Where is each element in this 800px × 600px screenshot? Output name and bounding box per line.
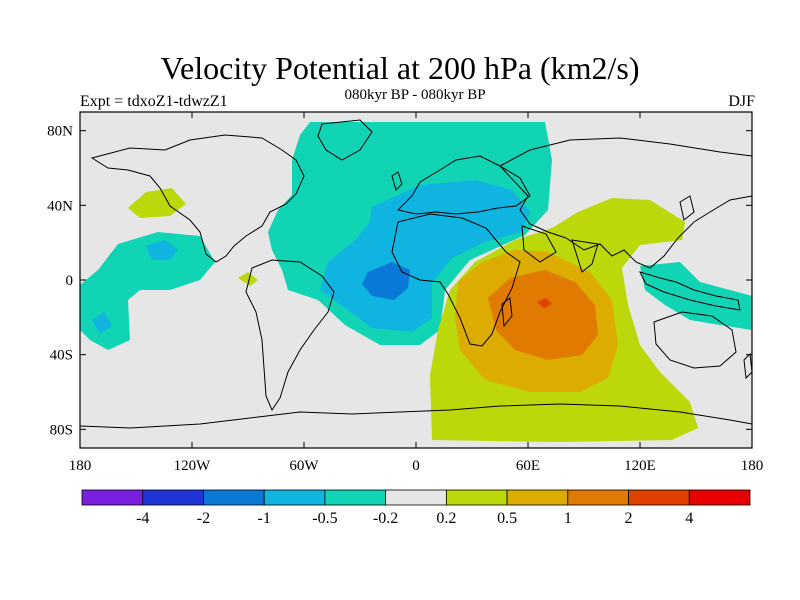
colorbar-label: -0.5 <box>312 510 337 527</box>
season-label: DJF <box>728 93 755 110</box>
colorbar-swatch <box>263 489 326 506</box>
colorbar: -4 -2 -1 -0.5 -0.2 0.2 0.5 1 2 4 <box>81 489 751 527</box>
colorbar-swatch <box>203 489 265 506</box>
coastline-japan <box>679 195 695 221</box>
contour-region-pos-1 <box>488 270 598 360</box>
map-panel: 180 120W 60W 0 60E 120E 180 80N 40N 0 40S 80S <box>47 111 763 474</box>
coastline-antarctica <box>80 403 752 429</box>
colorbar-swatch <box>445 489 508 506</box>
contour-region-neg-pacific-core <box>146 240 178 260</box>
coastline-arabia <box>521 225 557 263</box>
colorbar-label: 0.5 <box>497 510 517 527</box>
colorbar-label: 1 <box>564 510 572 527</box>
coastline-europe <box>397 155 531 215</box>
map-axis-ticks: 180 120W 60W 0 60E 120E 180 80N 40N 0 40S 80S <box>47 112 763 474</box>
coastline-africa <box>391 213 521 347</box>
lon-tick-label: 0 <box>412 458 420 474</box>
colorbar-swatch <box>385 489 447 506</box>
lon-tick-label: 180 <box>69 458 92 474</box>
contour-region-pos-2 <box>537 298 552 308</box>
lon-tick-label: 120E <box>624 458 656 474</box>
lat-tick-label: 40S <box>50 348 73 364</box>
colorbar-label: -1 <box>258 510 271 527</box>
contour-region-neg-pacific <box>80 232 215 350</box>
colorbar-label: 2 <box>625 510 633 527</box>
coastline-asia <box>499 137 752 269</box>
coastline-greenland <box>317 119 373 161</box>
lat-tick-label: 40N <box>47 198 73 214</box>
coastline-north-america <box>90 134 305 263</box>
contour-region-pos-small <box>238 272 258 286</box>
lon-tick-label: 180 <box>741 458 764 474</box>
colorbar-swatch <box>506 489 569 506</box>
coastline-layer <box>80 119 752 429</box>
coastline-british-isles <box>391 171 403 191</box>
experiment-label: Expt = tdxoZ1-tdwzZ1 <box>80 93 228 110</box>
lon-tick-label: 120W <box>174 458 212 474</box>
coastline-nz <box>743 352 752 380</box>
colorbar-label: -0.2 <box>373 510 398 527</box>
colorbar-label: 4 <box>685 510 693 527</box>
contour-region-neg-indonesia <box>640 262 752 330</box>
lat-tick-label: 0 <box>66 273 74 289</box>
coastline-south-america <box>245 259 335 412</box>
contour-region-neg-1 <box>362 262 410 300</box>
colorbar-label: 0.2 <box>436 510 456 527</box>
coastline-australia <box>653 311 737 369</box>
colorbar-swatch <box>81 489 144 506</box>
colorbar-swatch <box>628 489 690 506</box>
contour-fill-layer <box>80 122 752 442</box>
lon-tick-label: 60W <box>289 458 319 474</box>
colorbar-label: -4 <box>136 510 149 527</box>
contour-region-pos-npacific <box>128 188 186 218</box>
colorbar-swatch <box>142 489 204 506</box>
lat-tick-label: 80N <box>47 124 73 140</box>
lon-tick-label: 60E <box>516 458 540 474</box>
colorbar-swatch <box>324 489 387 506</box>
coastline-indonesia <box>639 271 741 311</box>
contour-region-neg-pacific-core2 <box>92 312 112 334</box>
chart-subtitle: 080kyr BP - 080kyr BP <box>344 87 486 103</box>
lat-tick-label: 80S <box>50 422 73 438</box>
colorbar-swatch <box>567 489 629 506</box>
coastline-madagascar <box>501 297 513 328</box>
colorbar-label: -2 <box>197 510 210 527</box>
colorbar-swatch <box>688 489 751 506</box>
coastline-india <box>571 239 599 273</box>
chart-title: Velocity Potential at 200 hPa (km2/s) <box>160 50 640 86</box>
